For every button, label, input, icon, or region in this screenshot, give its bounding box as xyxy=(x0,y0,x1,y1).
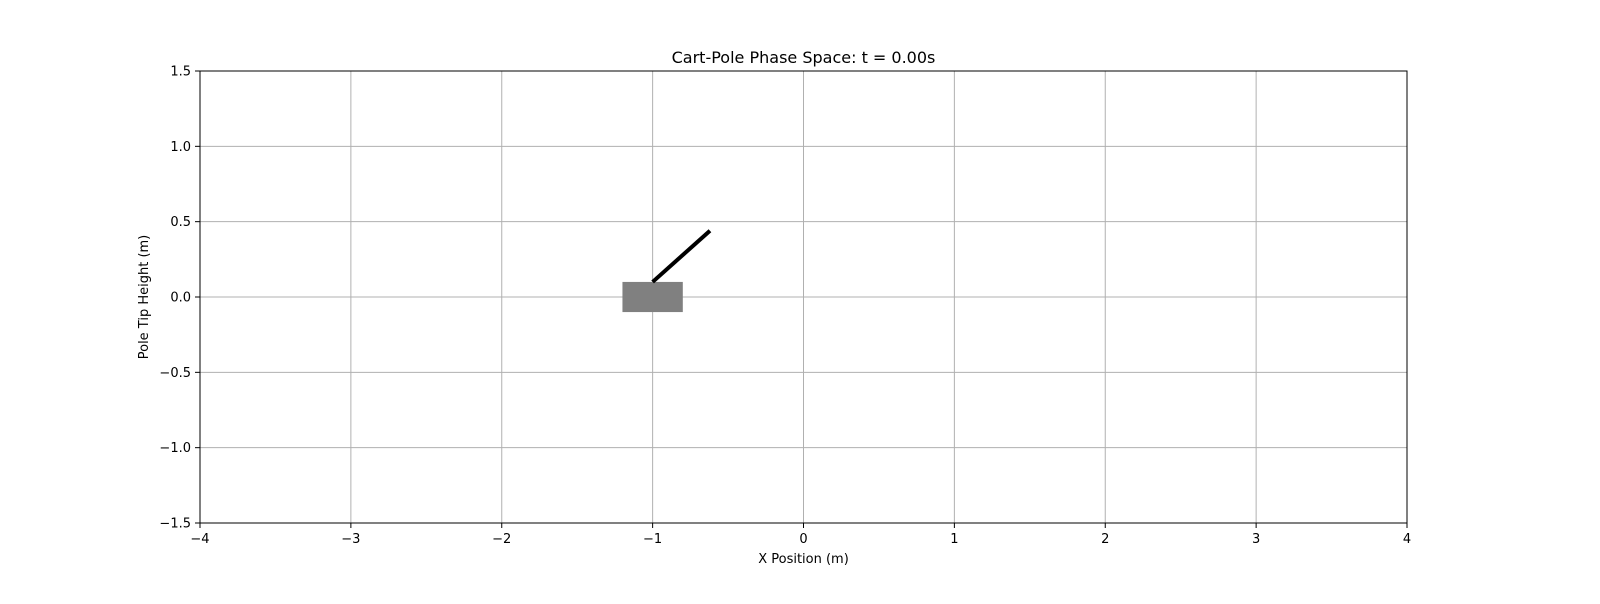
x-tick-label: 3 xyxy=(1252,532,1260,547)
y-tick-label: 0.5 xyxy=(170,215,191,230)
y-tick-label: 1.5 xyxy=(170,65,191,80)
x-tick-label: −3 xyxy=(341,532,360,547)
x-tick-label: 0 xyxy=(799,532,807,547)
x-tick-label: −1 xyxy=(643,532,662,547)
y-axis-label: Pole Tip Height (m) xyxy=(137,235,152,360)
x-tick-label: 2 xyxy=(1101,532,1109,547)
marks-layer xyxy=(622,229,712,313)
x-axis-label: X Position (m) xyxy=(758,552,849,567)
y-tick-label: −1.5 xyxy=(159,517,191,532)
axes-layer: −4 −3 −2 −1 0 1 2 3 4 −1.5 −1.0 −0.5 0.0 0.5 1.0 1.5 xyxy=(159,65,1411,548)
x-tick-label: −4 xyxy=(190,532,209,547)
x-tick-label: 1 xyxy=(950,532,958,547)
x-tick-label: 4 xyxy=(1403,532,1411,547)
cart xyxy=(622,281,683,313)
chart-title: Cart-Pole Phase Space: t = 0.00s xyxy=(672,48,936,67)
y-tick-label: −1.0 xyxy=(159,441,191,456)
y-tick-label: 0.0 xyxy=(170,291,191,306)
pole xyxy=(651,229,712,284)
y-tick-label: −0.5 xyxy=(159,366,191,381)
y-tick-label: 1.0 xyxy=(170,140,191,155)
x-tick-label: −2 xyxy=(492,532,511,547)
grid-layer xyxy=(199,70,1408,524)
